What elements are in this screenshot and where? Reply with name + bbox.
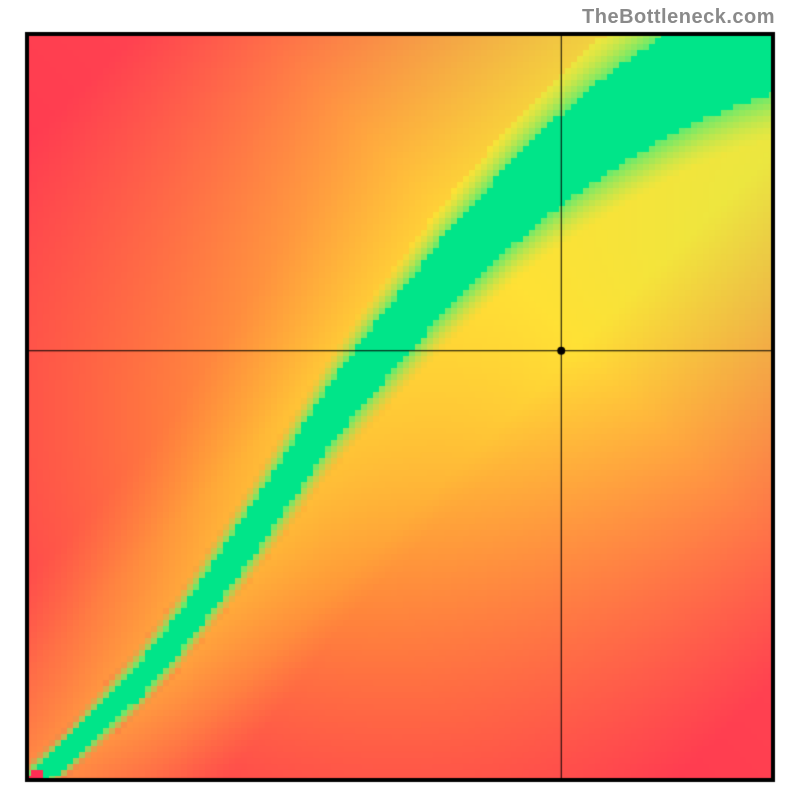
chart-container: TheBottleneck.com xyxy=(0,0,800,800)
watermark-text: TheBottleneck.com xyxy=(582,6,775,29)
heatmap-canvas xyxy=(0,0,800,800)
